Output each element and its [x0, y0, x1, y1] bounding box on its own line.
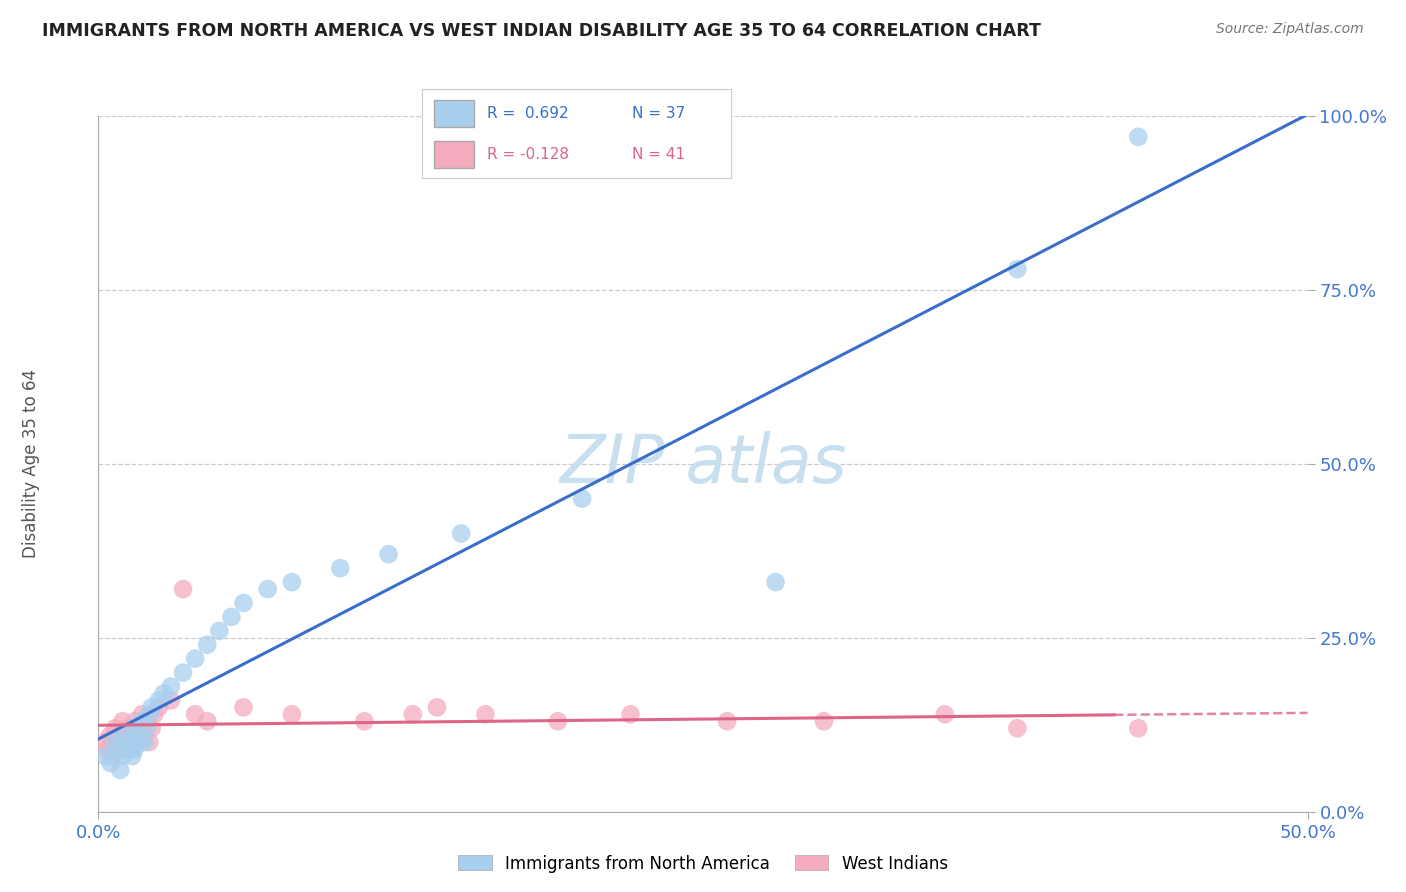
FancyBboxPatch shape [434, 100, 474, 127]
Point [474, 707, 496, 722]
Point [281, 575, 304, 590]
Point [377, 547, 399, 561]
Point [1128, 721, 1150, 735]
Point [152, 686, 174, 700]
Point [124, 728, 146, 742]
Point [118, 735, 141, 749]
Text: R =  0.692: R = 0.692 [486, 106, 568, 120]
Text: ZIP atlas: ZIP atlas [560, 431, 846, 497]
Point [547, 714, 569, 729]
Point [160, 680, 183, 694]
Point [813, 714, 835, 729]
Point [104, 721, 127, 735]
Point [131, 714, 153, 729]
Point [716, 714, 738, 729]
Point [117, 742, 139, 756]
Point [934, 707, 956, 722]
Point [619, 707, 641, 722]
Point [172, 665, 194, 680]
Point [232, 700, 254, 714]
Point [172, 582, 194, 596]
Point [107, 742, 129, 756]
Point [111, 728, 134, 742]
Point [118, 728, 141, 742]
Point [184, 651, 207, 665]
Legend: Immigrants from North America, West Indians: Immigrants from North America, West Indi… [451, 848, 955, 880]
Point [141, 721, 163, 735]
Point [134, 728, 156, 742]
Text: Disability Age 35 to 64: Disability Age 35 to 64 [22, 369, 39, 558]
Point [111, 714, 134, 729]
Point [221, 610, 243, 624]
Point [121, 749, 143, 764]
Point [353, 714, 375, 729]
Point [1128, 129, 1150, 144]
Point [104, 735, 127, 749]
Point [111, 728, 134, 742]
Point [131, 707, 153, 722]
Point [765, 575, 787, 590]
Text: N = 41: N = 41 [633, 147, 685, 161]
FancyBboxPatch shape [434, 141, 474, 168]
Point [148, 693, 170, 707]
Point [329, 561, 352, 575]
Text: N = 37: N = 37 [633, 106, 685, 120]
Point [143, 707, 166, 722]
Point [108, 742, 131, 756]
Point [141, 700, 163, 714]
Point [184, 707, 207, 722]
Point [208, 624, 231, 638]
Point [232, 596, 254, 610]
Point [138, 707, 160, 722]
Point [1007, 721, 1029, 735]
Point [256, 582, 278, 596]
Point [124, 742, 146, 756]
Point [134, 735, 156, 749]
Text: IMMIGRANTS FROM NORTH AMERICA VS WEST INDIAN DISABILITY AGE 35 TO 64 CORRELATION: IMMIGRANTS FROM NORTH AMERICA VS WEST IN… [42, 22, 1040, 40]
Point [135, 721, 157, 735]
Point [121, 742, 143, 756]
Point [127, 735, 149, 749]
Point [100, 756, 122, 770]
Point [114, 735, 136, 749]
Point [108, 763, 131, 777]
Point [195, 638, 218, 652]
Point [124, 721, 146, 735]
Point [138, 735, 160, 749]
Point [281, 707, 304, 722]
Point [1007, 262, 1029, 277]
Point [128, 735, 150, 749]
Point [117, 721, 139, 735]
Point [148, 700, 170, 714]
Point [450, 526, 472, 541]
Point [571, 491, 593, 506]
Point [128, 721, 150, 735]
Text: R = -0.128: R = -0.128 [486, 147, 569, 161]
Point [124, 714, 146, 729]
Point [107, 735, 129, 749]
Point [94, 749, 117, 764]
Point [426, 700, 449, 714]
Point [111, 749, 134, 764]
Point [127, 728, 149, 742]
Point [100, 728, 122, 742]
Point [402, 707, 425, 722]
Point [101, 749, 124, 764]
Point [195, 714, 218, 729]
Point [91, 735, 114, 749]
Point [160, 693, 183, 707]
Text: Source: ZipAtlas.com: Source: ZipAtlas.com [1216, 22, 1364, 37]
Point [135, 714, 157, 729]
Point [97, 742, 120, 756]
